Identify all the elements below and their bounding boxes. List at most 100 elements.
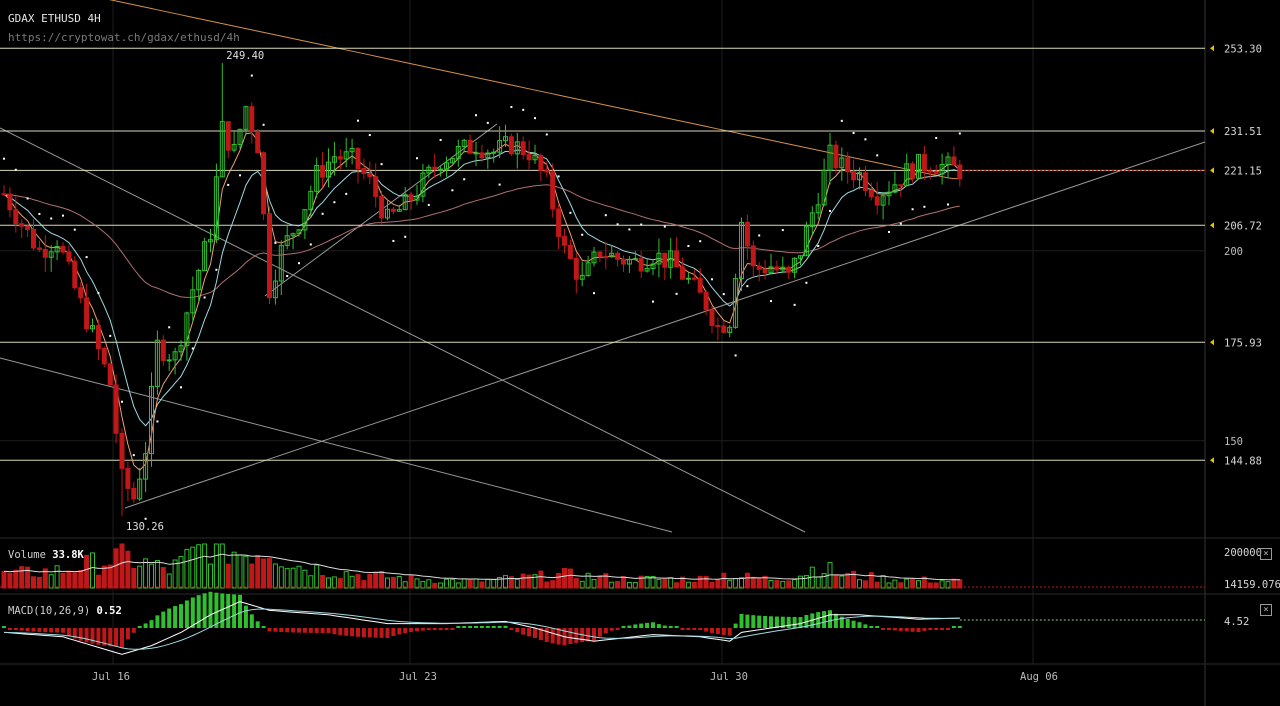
ma-200-line: [108, 0, 960, 180]
volume-bar: [284, 568, 290, 589]
volume-label: Volume 33.8K: [8, 549, 85, 561]
candle-body: [78, 287, 84, 299]
macd-bar: [509, 628, 514, 630]
volume-bar: [373, 571, 379, 589]
candle-body: [66, 251, 72, 262]
volume-close-icon[interactable]: ×: [1260, 548, 1272, 560]
candle-body: [750, 245, 756, 267]
macd-bar: [887, 628, 891, 630]
psar-dot: [840, 119, 843, 122]
candle-body: [921, 154, 927, 172]
volume-bar: [892, 579, 898, 589]
candle-body: [526, 154, 532, 161]
macd-bar: [214, 592, 219, 628]
macd-bar: [474, 626, 478, 628]
macd-bar: [432, 628, 437, 630]
candle-body: [567, 244, 573, 259]
candle-body: [438, 168, 444, 171]
macd-bar: [745, 614, 750, 628]
candle-body: [290, 233, 296, 237]
macd-bar: [55, 628, 60, 633]
volume-bar: [739, 577, 744, 589]
macd-bar: [444, 628, 449, 630]
macd-bar: [397, 628, 402, 635]
macd-bar: [733, 623, 738, 628]
candle-body: [774, 266, 780, 271]
macd-bar: [267, 628, 272, 632]
psar-dot: [475, 114, 477, 117]
psar-dot: [817, 244, 820, 247]
volume-bar: [320, 574, 326, 589]
volume-bar: [84, 554, 90, 589]
volume-bar: [845, 572, 851, 589]
macd-bar: [639, 623, 644, 628]
level-marker: [1210, 339, 1214, 346]
psar-dot: [463, 178, 466, 181]
volume-bar: [697, 575, 703, 589]
macd-bar: [869, 626, 874, 628]
volume-bar: [95, 574, 101, 589]
candle-body: [272, 280, 278, 299]
volume-bar: [898, 582, 904, 589]
macd-bar: [462, 626, 467, 628]
candle-body: [910, 163, 916, 179]
candle-body: [497, 140, 503, 153]
macd-bar: [291, 628, 296, 633]
candle-body: [756, 265, 762, 270]
psar-dot: [640, 223, 643, 226]
volume-bar: [444, 578, 449, 589]
macd-bar: [243, 605, 248, 628]
candle-body: [874, 196, 880, 206]
volume-bar: [656, 578, 662, 589]
psar-dot: [38, 212, 41, 215]
volume-bar: [768, 580, 774, 589]
macd-close-icon[interactable]: ×: [1260, 604, 1272, 616]
chart-url[interactable]: https://cryptowat.ch/gdax/ethusd/4h: [8, 31, 240, 44]
candle-body: [166, 359, 172, 362]
macd-bar: [450, 628, 455, 630]
macd-bar: [90, 628, 95, 644]
price-annotation: 130.26: [126, 521, 164, 533]
macd-bar: [816, 612, 821, 628]
candle-body: [798, 255, 803, 259]
level-label: 221.15: [1224, 165, 1262, 177]
volume-bar: [508, 576, 514, 589]
psar-dot: [734, 354, 737, 357]
psar-dot: [345, 192, 348, 195]
psar-dot: [62, 214, 64, 217]
macd-bar: [438, 628, 443, 630]
macd-bar: [751, 615, 756, 628]
volume-bar: [438, 582, 444, 589]
psar-dot: [569, 211, 572, 214]
macd-bar: [108, 628, 113, 647]
psar-dot: [298, 262, 300, 265]
candle-body: [939, 163, 945, 175]
macd-bar: [308, 628, 313, 633]
candle-body: [868, 189, 874, 198]
volume-bar: [36, 576, 42, 589]
volume-bar: [603, 573, 609, 589]
macd-bar: [845, 618, 850, 628]
volume-bar: [143, 558, 149, 589]
volume-bar: [414, 578, 420, 589]
volume-bar: [19, 566, 25, 589]
psar-dot: [770, 300, 772, 303]
volume-bar: [644, 575, 650, 589]
ema-fast-line: [3, 132, 961, 471]
candle-body: [343, 151, 349, 160]
psar-dot: [286, 275, 289, 278]
psar-dot: [380, 163, 383, 166]
macd-bar: [202, 593, 207, 628]
volume-bar: [278, 566, 284, 589]
volume-bar: [550, 580, 556, 589]
macd-bar: [326, 628, 331, 634]
volume-bar: [296, 565, 302, 589]
psar-dot: [711, 278, 713, 281]
candle-body: [768, 266, 774, 274]
volume-bar: [786, 580, 792, 589]
macd-bar: [344, 628, 349, 636]
volume-bar: [951, 578, 957, 589]
candles: [1, 63, 963, 516]
macd-bar: [249, 614, 254, 628]
